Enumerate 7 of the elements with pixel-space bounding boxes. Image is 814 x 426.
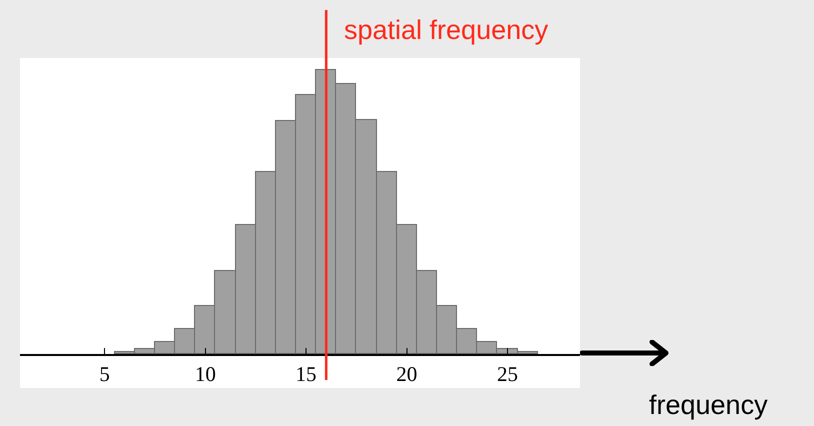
x-tick-label: 20 <box>396 362 418 386</box>
ref-line-label: spatial frequency <box>344 15 549 45</box>
x-tick-label: 5 <box>99 362 110 386</box>
x-tick-label: 10 <box>194 362 216 386</box>
x-tick-label: 15 <box>296 362 317 386</box>
x-tick-label: 25 <box>496 362 518 386</box>
x-axis-title: frequency <box>649 390 768 420</box>
